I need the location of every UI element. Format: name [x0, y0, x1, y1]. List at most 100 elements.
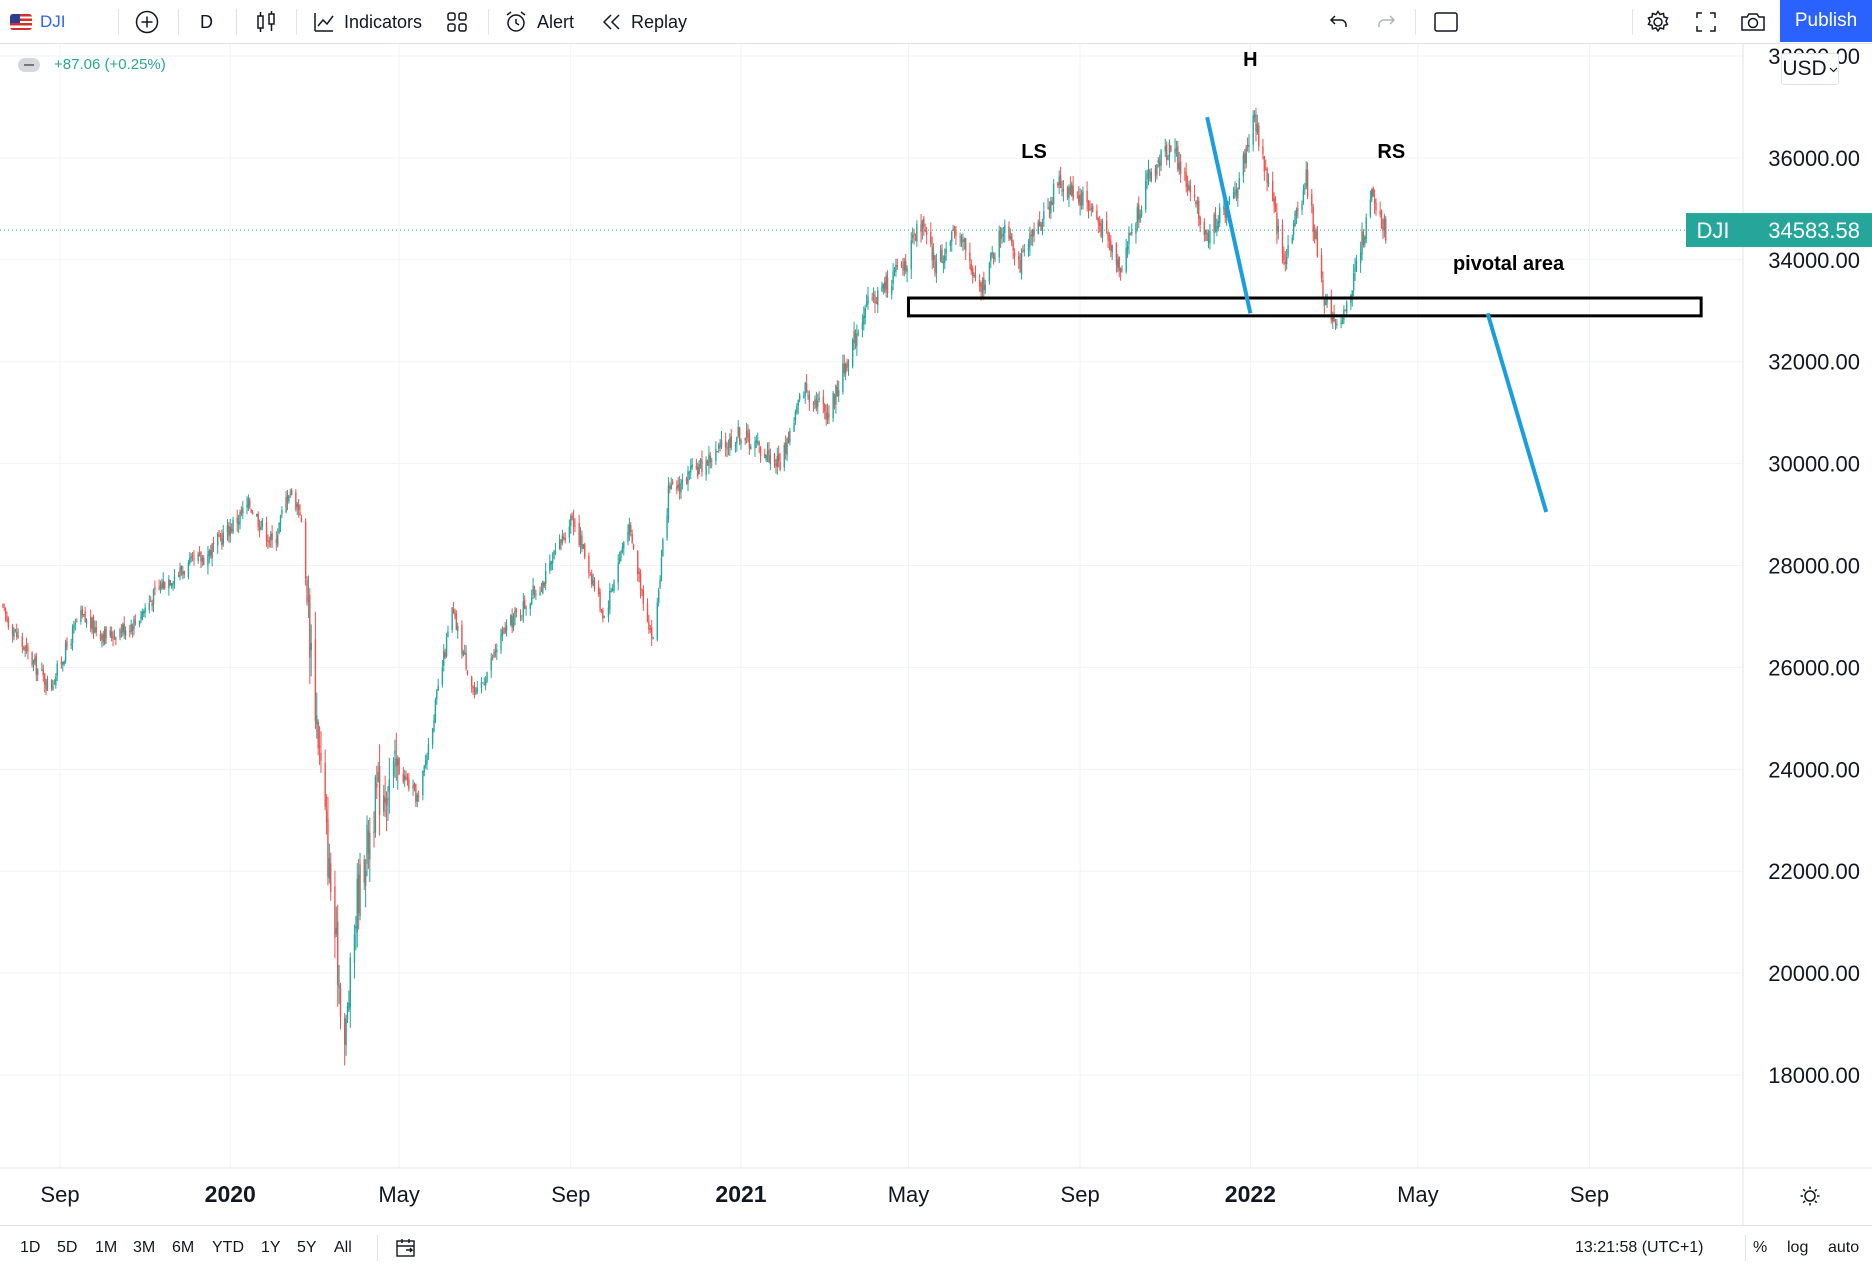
candle-body — [152, 589, 155, 605]
log-scale-toggle[interactable]: log — [1787, 1239, 1809, 1256]
price-chart[interactable]: 18000.00 20000.00 22000.00 24000.00 26000.00… — [0, 44, 1872, 1225]
annotation-label[interactable]: RS — [1377, 141, 1405, 163]
candle-body — [437, 685, 439, 691]
candle-body — [1156, 164, 1158, 175]
candle-body — [1185, 173, 1187, 187]
last-price-label-bg — [1686, 213, 1872, 248]
candle-body — [424, 760, 427, 766]
candle-body — [1105, 220, 1108, 232]
annotation-label[interactable]: LS — [1021, 141, 1047, 163]
settings-button[interactable] — [1645, 0, 1671, 44]
candle-body — [66, 640, 68, 648]
range-ytd-button[interactable]: YTD — [212, 1239, 244, 1256]
chart-background — [0, 44, 1872, 1225]
candle-body — [941, 248, 943, 263]
candle-body — [356, 879, 358, 933]
candle-body — [226, 524, 229, 533]
indicators-button[interactable]: Indicators — [312, 0, 422, 44]
symbol-search-button[interactable]: DJI — [10, 0, 66, 44]
candle-body — [589, 574, 592, 576]
candle-body — [1043, 211, 1045, 220]
candle-body — [592, 579, 594, 586]
snapshot-button[interactable] — [1739, 0, 1767, 44]
percent-scale-toggle[interactable]: % — [1753, 1239, 1768, 1256]
y-tick-label: 24000.00 — [1768, 757, 1860, 782]
x-tick-label: 2020 — [205, 1181, 256, 1207]
range-6m-button[interactable]: 6M — [172, 1239, 195, 1256]
candle-body — [738, 427, 741, 442]
fullscreen-button[interactable] — [1694, 0, 1718, 44]
interval-button[interactable]: D — [200, 0, 213, 44]
undo-button[interactable] — [1327, 0, 1351, 44]
candle-body — [475, 691, 477, 694]
candle-body — [1237, 188, 1239, 198]
candle-body — [288, 495, 290, 502]
candle-body — [666, 516, 668, 539]
symbol-name: DJI — [40, 12, 66, 31]
currency-select[interactable]: USD — [1781, 53, 1839, 85]
range-3m-button[interactable]: 3M — [133, 1239, 156, 1256]
candle-body — [201, 557, 204, 562]
candle-body — [250, 509, 252, 513]
candle-body — [550, 560, 552, 565]
auto-scale-toggle[interactable]: auto — [1828, 1239, 1860, 1256]
candle-body — [239, 512, 241, 524]
candle-body — [277, 534, 279, 546]
candle-body — [426, 755, 428, 763]
candle-body — [1048, 206, 1051, 211]
candle-body — [857, 332, 859, 334]
candle-body — [159, 585, 162, 591]
candle-body — [1107, 231, 1109, 240]
publish-button[interactable]: Publish — [1780, 0, 1872, 42]
candle-body — [416, 794, 418, 802]
neckline-break-measure-line[interactable] — [1205, 116, 1253, 314]
candle-body — [1121, 268, 1123, 270]
chart-type-button[interactable] — [254, 0, 278, 44]
annotation-label[interactable]: pivotal area — [1453, 253, 1565, 275]
range-5d-button[interactable]: 5D — [57, 1239, 78, 1256]
candle-body — [789, 431, 791, 443]
candle-body — [981, 280, 984, 293]
candle-body — [1359, 252, 1362, 264]
candle-body — [824, 404, 826, 412]
candle-body — [1207, 239, 1210, 244]
pivotal-area-rectangle[interactable] — [906, 296, 1703, 318]
candle-body — [701, 459, 703, 473]
range-1m-button[interactable]: 1M — [95, 1239, 118, 1256]
candle-body — [973, 275, 975, 277]
projected-target-line[interactable] — [1485, 312, 1549, 513]
range-all-button[interactable]: All — [334, 1239, 352, 1256]
candle-body — [1125, 248, 1127, 272]
sun-icon[interactable] — [1800, 1186, 1820, 1206]
candle-body — [345, 1018, 347, 1046]
alert-button[interactable]: Alert — [503, 0, 574, 44]
candle-body — [219, 534, 222, 538]
redo-button[interactable] — [1374, 0, 1398, 44]
candle-body — [628, 523, 631, 535]
candle-body — [134, 621, 137, 624]
legend-collapse-toggle[interactable] — [18, 57, 40, 72]
candle-body — [355, 926, 357, 929]
candle-body — [642, 589, 645, 604]
candle-body — [847, 365, 850, 367]
candle-body — [914, 238, 917, 240]
candle-body — [1351, 290, 1353, 298]
candle-body — [25, 644, 28, 648]
candle-body — [324, 762, 326, 807]
replay-button[interactable]: Replay — [601, 0, 687, 44]
candle-body — [1322, 280, 1324, 296]
annotation-label[interactable]: H — [1243, 49, 1257, 71]
fullscreen-layout-button[interactable] — [1433, 0, 1459, 44]
candle-body — [197, 553, 199, 561]
range-1y-button[interactable]: 1Y — [261, 1239, 281, 1256]
range-1d-button[interactable]: 1D — [20, 1239, 41, 1256]
layouts-button[interactable] — [445, 0, 469, 44]
compare-add-button[interactable] — [134, 0, 160, 44]
goto-date-button[interactable] — [395, 1226, 417, 1269]
range-5y-button[interactable]: 5Y — [297, 1239, 317, 1256]
candle-body — [617, 562, 619, 583]
candle-body — [631, 534, 633, 544]
candle-body — [865, 301, 868, 306]
candle-body — [582, 544, 585, 550]
candle-body — [367, 830, 370, 854]
